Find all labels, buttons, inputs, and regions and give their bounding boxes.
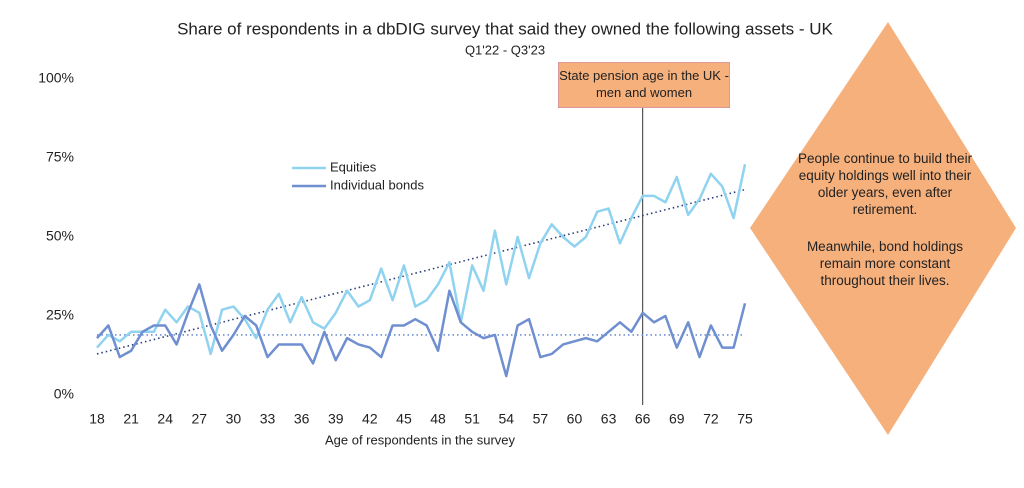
callout-shape: [750, 22, 1016, 435]
x-tick-label: 39: [328, 411, 344, 427]
x-tick-label: 54: [498, 411, 514, 427]
y-tick-label: 0%: [54, 386, 74, 402]
x-tick-label: 66: [635, 411, 651, 427]
x-tick-label: 51: [464, 411, 480, 427]
legend-label: Equities: [330, 159, 377, 174]
x-tick-label: 36: [294, 411, 310, 427]
x-tick-label: 27: [192, 411, 208, 427]
x-tick-label: 48: [430, 411, 446, 427]
y-tick-label: 100%: [38, 70, 74, 86]
callout-text: People continue to build their equity ho…: [797, 151, 973, 217]
y-tick-label: 75%: [46, 149, 74, 165]
legend-label: Individual bonds: [330, 177, 424, 192]
x-tick-label: 63: [601, 411, 617, 427]
x-axis-label: Age of respondents in the survey: [325, 432, 516, 447]
reference-label: State pension age in the UK - men and wo…: [558, 62, 730, 108]
callout-text: Meanwhile, bond holdings remain more con…: [806, 239, 964, 288]
trend-line: [96, 188, 746, 355]
x-tick-label: 45: [396, 411, 412, 427]
x-tick-label: 42: [362, 411, 378, 427]
x-tick-label: 30: [226, 411, 242, 427]
y-tick-label: 25%: [46, 307, 74, 323]
x-tick-label: 69: [669, 411, 685, 427]
y-tick-label: 50%: [46, 228, 74, 244]
x-tick-label: 60: [567, 411, 583, 427]
x-tick-label: 24: [157, 411, 173, 427]
x-tick-label: 18: [89, 411, 105, 427]
x-tick-label: 72: [703, 411, 719, 427]
x-tick-label: 33: [260, 411, 276, 427]
chart-subtitle: Q1'22 - Q3'23: [465, 42, 545, 57]
x-tick-label: 75: [737, 411, 753, 427]
series-line: [96, 283, 747, 378]
chart-title: Share of respondents in a dbDIG survey t…: [177, 19, 833, 38]
x-tick-label: 21: [123, 411, 139, 427]
x-tick-label: 57: [533, 411, 549, 427]
series-line: [96, 164, 747, 356]
